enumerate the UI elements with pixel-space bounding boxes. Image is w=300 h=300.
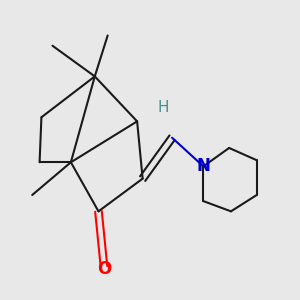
Text: O: O [97, 260, 111, 278]
Text: H: H [157, 100, 169, 115]
Text: N: N [196, 158, 210, 175]
